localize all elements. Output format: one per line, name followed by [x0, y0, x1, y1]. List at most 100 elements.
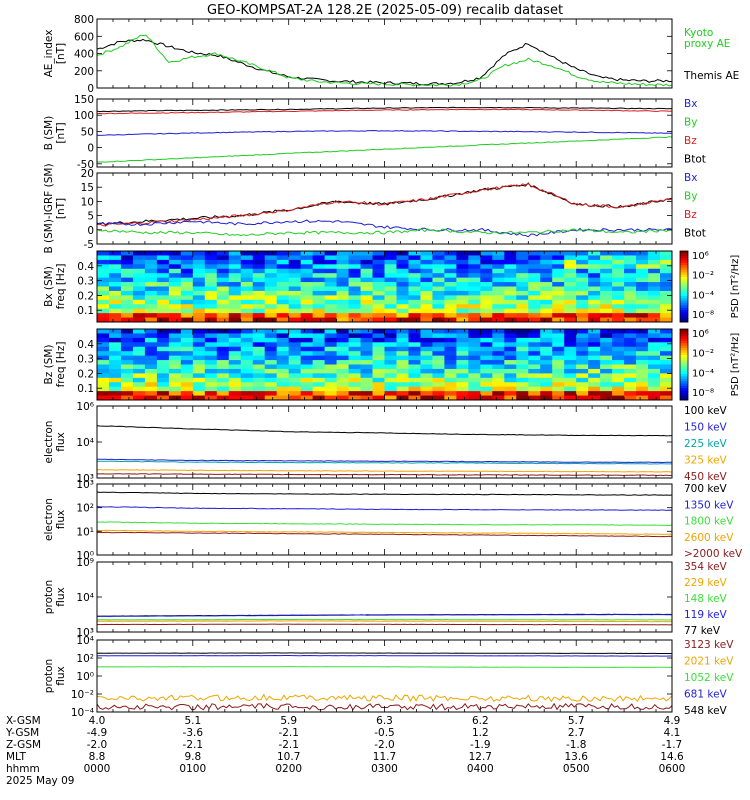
spectrogram-cell	[456, 377, 469, 383]
spectrogram-cell	[252, 386, 266, 392]
spectrogram-cell	[264, 373, 278, 379]
spectrogram-cell	[348, 255, 361, 261]
spectrogram-cell	[192, 337, 206, 343]
spectrogram-cell	[228, 286, 242, 292]
spectrogram-cell	[324, 355, 337, 361]
spectrogram-cell	[300, 391, 314, 396]
spectrogram-cell	[288, 395, 302, 401]
spectrogram-cell	[432, 268, 445, 274]
spectrogram-cell	[516, 264, 529, 270]
spectrogram-cell	[168, 360, 182, 365]
spectrogram-cell	[624, 317, 637, 323]
spectrogram-cell	[396, 346, 409, 352]
spectrogram-cell	[444, 277, 457, 283]
spectrogram-cell	[252, 333, 266, 339]
spectrogram-cell	[312, 259, 326, 265]
y-tick-label: 10³	[76, 627, 94, 639]
spectrogram-cell	[312, 391, 326, 396]
spectrogram-cell	[528, 282, 541, 287]
spectrogram-cell	[168, 290, 182, 296]
spectrogram-cell	[120, 286, 134, 292]
spectrogram-cell	[324, 373, 337, 379]
spectrogram-cell	[540, 329, 553, 334]
series-line	[96, 506, 673, 511]
spectrogram-cell	[624, 346, 637, 352]
spectrogram-cell	[420, 346, 433, 352]
spectrogram-cell	[276, 395, 290, 401]
spectrogram-cell	[612, 360, 625, 365]
spectrogram-cell	[624, 337, 637, 343]
series-line	[96, 693, 673, 703]
spectrogram-cell	[660, 317, 673, 323]
spectrogram-cell	[300, 259, 314, 265]
spectrogram-cell	[204, 299, 218, 305]
spectrogram-cell	[408, 377, 421, 383]
spectrogram-cell	[396, 277, 409, 283]
spectrogram-cell	[156, 317, 170, 323]
y-tick-label: 100	[74, 110, 94, 122]
spectrogram-cell	[360, 329, 373, 334]
spectrogram-cell	[420, 373, 433, 379]
spectrogram-cell	[564, 364, 577, 370]
spectrogram-cell	[348, 299, 361, 305]
spectrogram-cell	[660, 286, 673, 292]
spectrogram-cell	[588, 277, 601, 283]
spectrogram-cell	[504, 286, 517, 292]
spectrogram-cell	[216, 329, 230, 334]
spectrogram-cell	[348, 355, 361, 361]
spectrogram-cell	[504, 317, 517, 323]
spectrogram-cell	[120, 264, 134, 270]
spectrogram-cell	[348, 264, 361, 270]
spectrogram-cell	[312, 282, 326, 287]
spectrogram-cell	[624, 368, 637, 374]
spectrogram-cell	[504, 295, 517, 301]
spectrogram-cell	[180, 295, 194, 301]
spectrogram-cell	[612, 264, 625, 270]
spectrogram-cell	[468, 268, 481, 274]
spectrogram-cell	[564, 373, 577, 379]
colorbar-swatch	[680, 305, 688, 309]
spectrogram-cell	[156, 259, 170, 265]
spectrogram-cell	[324, 259, 337, 265]
spectrogram-cell	[324, 313, 337, 318]
spectrogram-cell	[156, 273, 170, 279]
spectrogram-cell	[612, 304, 625, 310]
spectrogram-cell	[540, 259, 553, 265]
spectrogram-cell	[396, 308, 409, 314]
spectrogram-cell	[312, 373, 326, 379]
spectrogram-cell	[432, 282, 445, 287]
spectrogram-cell	[612, 382, 625, 388]
spectrogram-cell	[228, 282, 242, 287]
colorbar-swatch	[680, 397, 688, 401]
spectrogram-cell	[648, 264, 661, 270]
spectrogram-cell	[600, 382, 613, 388]
panel-frame	[96, 639, 673, 713]
spectrogram-cell	[360, 342, 373, 348]
spectrogram-cell	[336, 290, 349, 296]
spectrogram-cell	[348, 286, 361, 292]
spectrogram-cell	[456, 308, 469, 314]
spectrogram-cell	[384, 377, 397, 383]
series-line	[96, 491, 673, 496]
spectrogram-cell	[144, 268, 158, 274]
spectrogram-cell	[396, 368, 409, 374]
spectrogram-cell	[240, 295, 254, 301]
spectrogram-cell	[192, 386, 206, 392]
spectrogram-cell	[564, 377, 577, 383]
spectrogram-cell	[576, 333, 589, 339]
x-axis-value-z: -1.8	[566, 739, 587, 751]
spectrogram-cell	[552, 373, 565, 379]
spectrogram-cell	[252, 286, 266, 292]
spectrogram-cell	[588, 329, 601, 334]
series-line	[96, 623, 673, 626]
spectrogram-cell	[636, 337, 649, 343]
spectrogram-cell	[492, 382, 505, 388]
spectrogram-cell	[444, 386, 457, 392]
spectrogram-cell	[444, 255, 457, 261]
spectrogram-cell	[528, 286, 541, 292]
series-line	[96, 183, 673, 227]
spectrogram-cell	[348, 273, 361, 279]
spectrogram-cell	[408, 395, 421, 401]
spectrogram-cell	[444, 342, 457, 348]
x-axis-value-z: -1.9	[470, 739, 491, 751]
